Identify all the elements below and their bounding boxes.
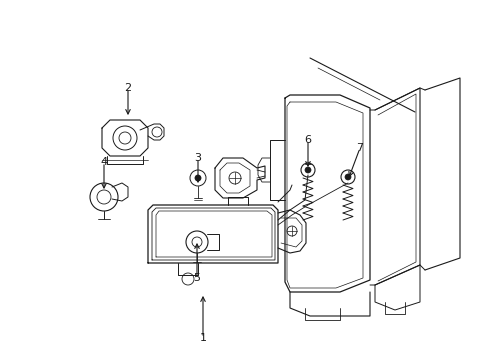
Text: 5: 5 bbox=[193, 273, 200, 283]
Circle shape bbox=[195, 175, 201, 181]
Text: 1: 1 bbox=[199, 333, 206, 343]
Circle shape bbox=[345, 174, 350, 180]
Text: 6: 6 bbox=[304, 135, 311, 145]
Text: 7: 7 bbox=[356, 143, 363, 153]
Text: 2: 2 bbox=[124, 83, 131, 93]
Circle shape bbox=[305, 167, 310, 173]
Text: 4: 4 bbox=[100, 157, 107, 167]
Text: 3: 3 bbox=[194, 153, 201, 163]
